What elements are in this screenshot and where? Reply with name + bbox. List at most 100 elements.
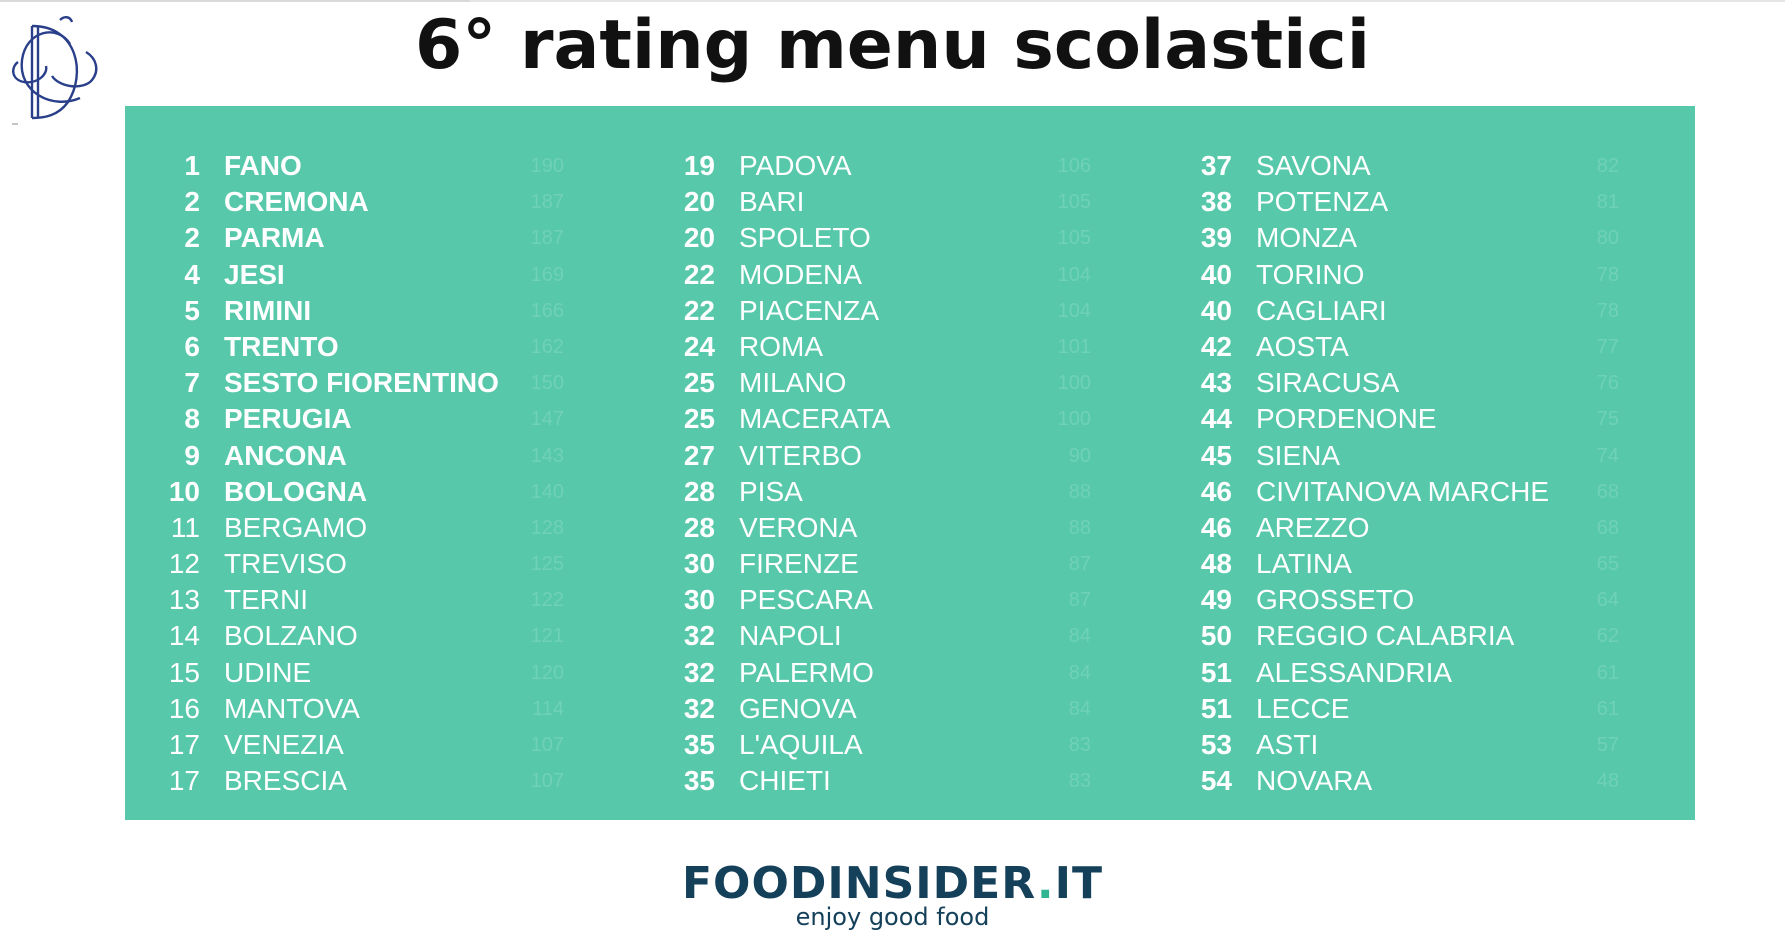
rank-number: 35 [683, 729, 715, 760]
ranking-row: 12 TREVISO 125 [152, 546, 612, 582]
rank-number: 46 [1200, 475, 1232, 507]
score-value: 88 [1068, 480, 1091, 503]
ranking-row: 28 VERONA 88 [667, 510, 1127, 546]
rank-number: 44 [1200, 403, 1232, 435]
brand-logo: FOODINSIDER.IT [0, 858, 1785, 909]
rank-number: 32 [683, 656, 715, 688]
ranking-row: 13 TERNI 122 [152, 582, 612, 618]
city-name: MONZA [1256, 222, 1358, 254]
score-value: 81 [1596, 191, 1619, 214]
city-name: PADOVA [739, 150, 852, 181]
city-name: MILANO [739, 367, 847, 399]
score-value: 190 [530, 155, 564, 177]
score-value: 101 [1057, 335, 1091, 358]
score-value: 87 [1068, 589, 1091, 612]
rank-number: 30 [683, 584, 715, 616]
rank-number: 37 [1200, 150, 1232, 181]
rank-number: 39 [1200, 222, 1232, 254]
score-value: 61 [1596, 697, 1619, 720]
ranking-row: 30 PESCARA 87 [667, 582, 1127, 618]
score-value: 105 [1057, 227, 1091, 250]
city-name: PISA [739, 475, 803, 507]
ranking-row: 37 SAVONA 82 [1184, 148, 1644, 184]
rank-number: 17 [168, 765, 200, 797]
city-name: SIRACUSA [1256, 367, 1400, 399]
score-value: 77 [1596, 335, 1619, 358]
rank-number: 46 [1200, 511, 1232, 543]
score-value: 90 [1068, 444, 1091, 467]
rank-number: 25 [683, 367, 715, 399]
score-value: 140 [530, 480, 564, 503]
rank-number: 49 [1200, 584, 1232, 616]
ranking-row: 46 CIVITANOVA MARCHE 68 [1184, 474, 1644, 510]
city-name: FANO [224, 150, 302, 181]
ranking-row: 25 MILANO 100 [667, 365, 1127, 401]
ranking-row: 2 CREMONA 187 [152, 184, 612, 220]
ranking-row: 46 AREZZO 68 [1184, 510, 1644, 546]
city-name: BRESCIA [224, 765, 347, 797]
score-value: 104 [1057, 299, 1091, 322]
rank-number: 15 [168, 656, 200, 688]
city-name: BOLOGNA [224, 475, 368, 507]
ranking-row: 40 TORINO 78 [1184, 257, 1644, 293]
rank-number: 48 [1200, 548, 1232, 580]
score-value: 68 [1596, 516, 1619, 539]
ranking-row: 28 PISA 88 [667, 474, 1127, 510]
score-value: 100 [1057, 408, 1091, 431]
city-name: BOLZANO [224, 620, 358, 652]
score-value: 150 [530, 372, 564, 395]
ranking-row: 19 PADOVA 106 [667, 148, 1127, 184]
score-value: 84 [1068, 697, 1091, 720]
city-name: MANTOVA [224, 692, 360, 724]
ranking-row: 14 BOLZANO 121 [152, 618, 612, 654]
ranking-row: 17 BRESCIA 107 [152, 763, 612, 799]
ranking-row: 38 POTENZA 81 [1184, 184, 1644, 220]
ranking-row: 42 AOSTA 77 [1184, 329, 1644, 365]
ranking-row: 54 NOVARA 48 [1184, 763, 1644, 799]
ranking-row: 22 MODENA 104 [667, 257, 1127, 293]
rank-number: 38 [1200, 186, 1232, 218]
city-name: PARMA [224, 222, 325, 254]
monogram-logo-icon [8, 14, 104, 126]
score-value: 128 [530, 516, 564, 539]
ranking-row: 32 PALERMO 84 [667, 655, 1127, 691]
rank-number: 7 [184, 367, 200, 399]
score-value: 88 [1068, 516, 1091, 539]
city-name: POTENZA [1256, 186, 1389, 218]
rank-number: 40 [1200, 258, 1232, 290]
city-name: ASTI [1256, 729, 1319, 760]
city-name: SESTO FIORENTINO [224, 367, 499, 399]
city-name: PERUGIA [224, 403, 352, 435]
rank-number: 43 [1200, 367, 1232, 399]
score-value: 62 [1596, 625, 1619, 648]
rank-number: 20 [683, 222, 715, 254]
city-name: TRENTO [224, 330, 339, 362]
rank-number: 14 [168, 620, 200, 652]
rank-number: 11 [170, 511, 200, 543]
ranking-row: 35 L'AQUILA 83 [667, 727, 1127, 763]
city-name: ROMA [739, 330, 823, 362]
rank-number: 4 [184, 258, 200, 290]
rank-number: 22 [683, 258, 715, 290]
score-value: 75 [1596, 408, 1619, 431]
city-name: SPOLETO [739, 222, 871, 254]
rank-number: 24 [683, 330, 715, 362]
city-name: PIACENZA [739, 294, 880, 326]
city-name: BERGAMO [224, 511, 368, 543]
city-name: VERONA [739, 511, 858, 543]
rank-number: 10 [168, 475, 200, 507]
score-value: 61 [1596, 661, 1619, 684]
ranking-row: 6 TRENTO 162 [152, 329, 612, 365]
page-title: 6° rating menu scolastici [414, 6, 1371, 85]
score-value: 147 [530, 408, 564, 431]
rank-number: 51 [1200, 656, 1232, 688]
ranking-row: 9 ANCONA 143 [152, 438, 612, 474]
rank-number: 2 [184, 186, 200, 218]
score-value: 84 [1068, 625, 1091, 648]
city-name: CREMONA [224, 186, 369, 218]
ranking-row: 35 CHIETI 83 [667, 763, 1127, 799]
brand-tagline: enjoy good food [795, 903, 990, 931]
city-name: MODENA [739, 258, 862, 290]
city-name: SIENA [1256, 439, 1341, 471]
rank-number: 28 [683, 475, 715, 507]
